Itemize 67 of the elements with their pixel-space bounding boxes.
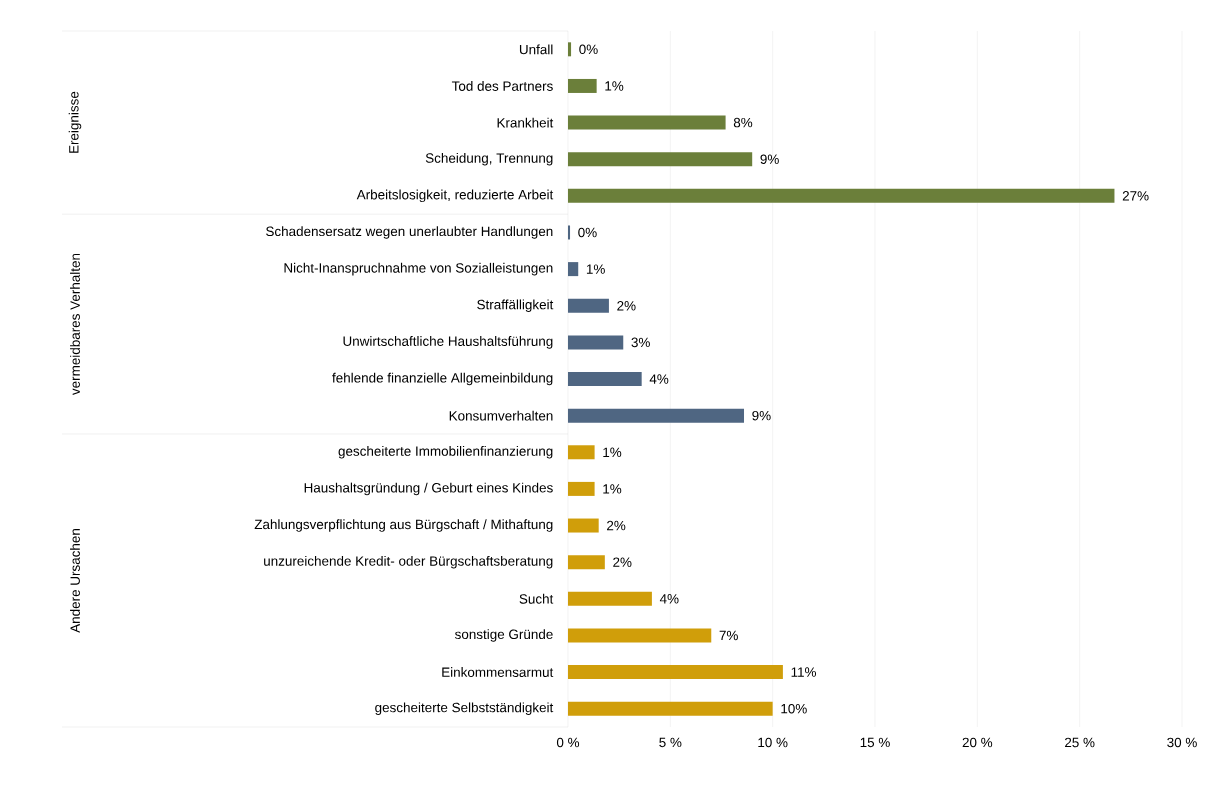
y-tick-label: Konsumverhalten (449, 410, 553, 421)
text: Andere Ursachen (70, 529, 80, 633)
x-tick-label: 0 % (556, 737, 580, 748)
data-label: 4% (659, 594, 679, 604)
y-tick-label: Unwirtschaftliche Haushaltsführung (343, 336, 553, 349)
text: vermeidbares Verhalten (70, 253, 80, 396)
y-tick-label: Zahlungsverpflichtung aus Bürgschaft / Mithaftung (254, 519, 553, 532)
bar (567, 591, 652, 606)
bar (567, 262, 579, 277)
bar (567, 481, 595, 496)
bar (567, 335, 624, 350)
bar (567, 665, 783, 680)
data-label: 4% (649, 374, 669, 384)
x-tick-label: 5 % (659, 737, 682, 748)
text: Ereignisse (68, 91, 82, 153)
x-tick-label: 30 % (1167, 737, 1197, 748)
data-label: 2% (617, 301, 636, 311)
x-tick-label: 25 % (1065, 737, 1095, 748)
data-label: 8% (733, 117, 753, 128)
y-tick-label: Tod des Partners (451, 81, 553, 91)
y-tick-label: Nicht-Inanspruchnahme von Sozialleistungen (284, 262, 553, 276)
data-label: 27% (1122, 191, 1149, 201)
bar (567, 298, 609, 313)
bar (567, 42, 572, 57)
bar (567, 188, 1115, 203)
data-label: 1% (603, 484, 622, 494)
y-tick-label: Einkommensarmut (442, 667, 554, 677)
bar (567, 555, 605, 570)
bar (567, 445, 595, 460)
data-label: 2% (613, 557, 632, 567)
y-tick-label: Sucht (519, 593, 554, 604)
y-tick-label: unzureichende Kredit- oder Bürgschaftsberatung (264, 555, 553, 569)
y-tick-label: fehlende finanzielle Allgemeinbildung (332, 372, 553, 386)
bar (567, 372, 642, 387)
data-label: 1% (603, 447, 622, 457)
data-label: 7% (719, 630, 738, 641)
x-tick-label: 20 % (962, 737, 993, 748)
data-label: 1% (605, 81, 624, 91)
y-tick-label: Straffälligkeit (477, 299, 554, 313)
data-label: 9% (752, 410, 771, 421)
data-label: 11% (791, 667, 817, 677)
bar (567, 115, 726, 130)
bar (567, 78, 597, 93)
y-tick-label: Haushaltsgründung / Geburt eines Kindes (304, 482, 553, 496)
bar (567, 518, 599, 533)
y-tick-label: gescheiterte Immobilienfinanzierung (338, 446, 553, 459)
x-tick-label: 15 % (860, 737, 890, 748)
data-label: 0% (579, 44, 598, 55)
y-tick-label: Schadensersatz wegen unerlaubter Handlungen (266, 226, 553, 239)
data-label: 2% (607, 520, 626, 531)
data-label: 10% (781, 703, 807, 714)
data-label: 9% (760, 154, 779, 164)
bar (567, 152, 753, 167)
y-tick-label: gescheiterte Selbstständigkeit (375, 702, 554, 715)
y-tick-label: Arbeitslosigkeit, reduzierte Arbeit (356, 189, 554, 203)
bar (567, 701, 773, 716)
data-label: 3% (631, 337, 650, 348)
y-tick-label: Krankheit (497, 117, 554, 128)
y-tick-label: sonstige Gründe (454, 629, 553, 642)
y-tick-label: Unfall (519, 44, 553, 55)
bar (567, 408, 745, 423)
bar (567, 225, 571, 240)
y-tick-label: Scheidung, Trennung (425, 152, 553, 166)
data-label: 1% (586, 264, 605, 274)
x-tick-label: 10 % (758, 737, 788, 748)
bar (567, 628, 712, 643)
data-label: 0% (578, 227, 597, 238)
